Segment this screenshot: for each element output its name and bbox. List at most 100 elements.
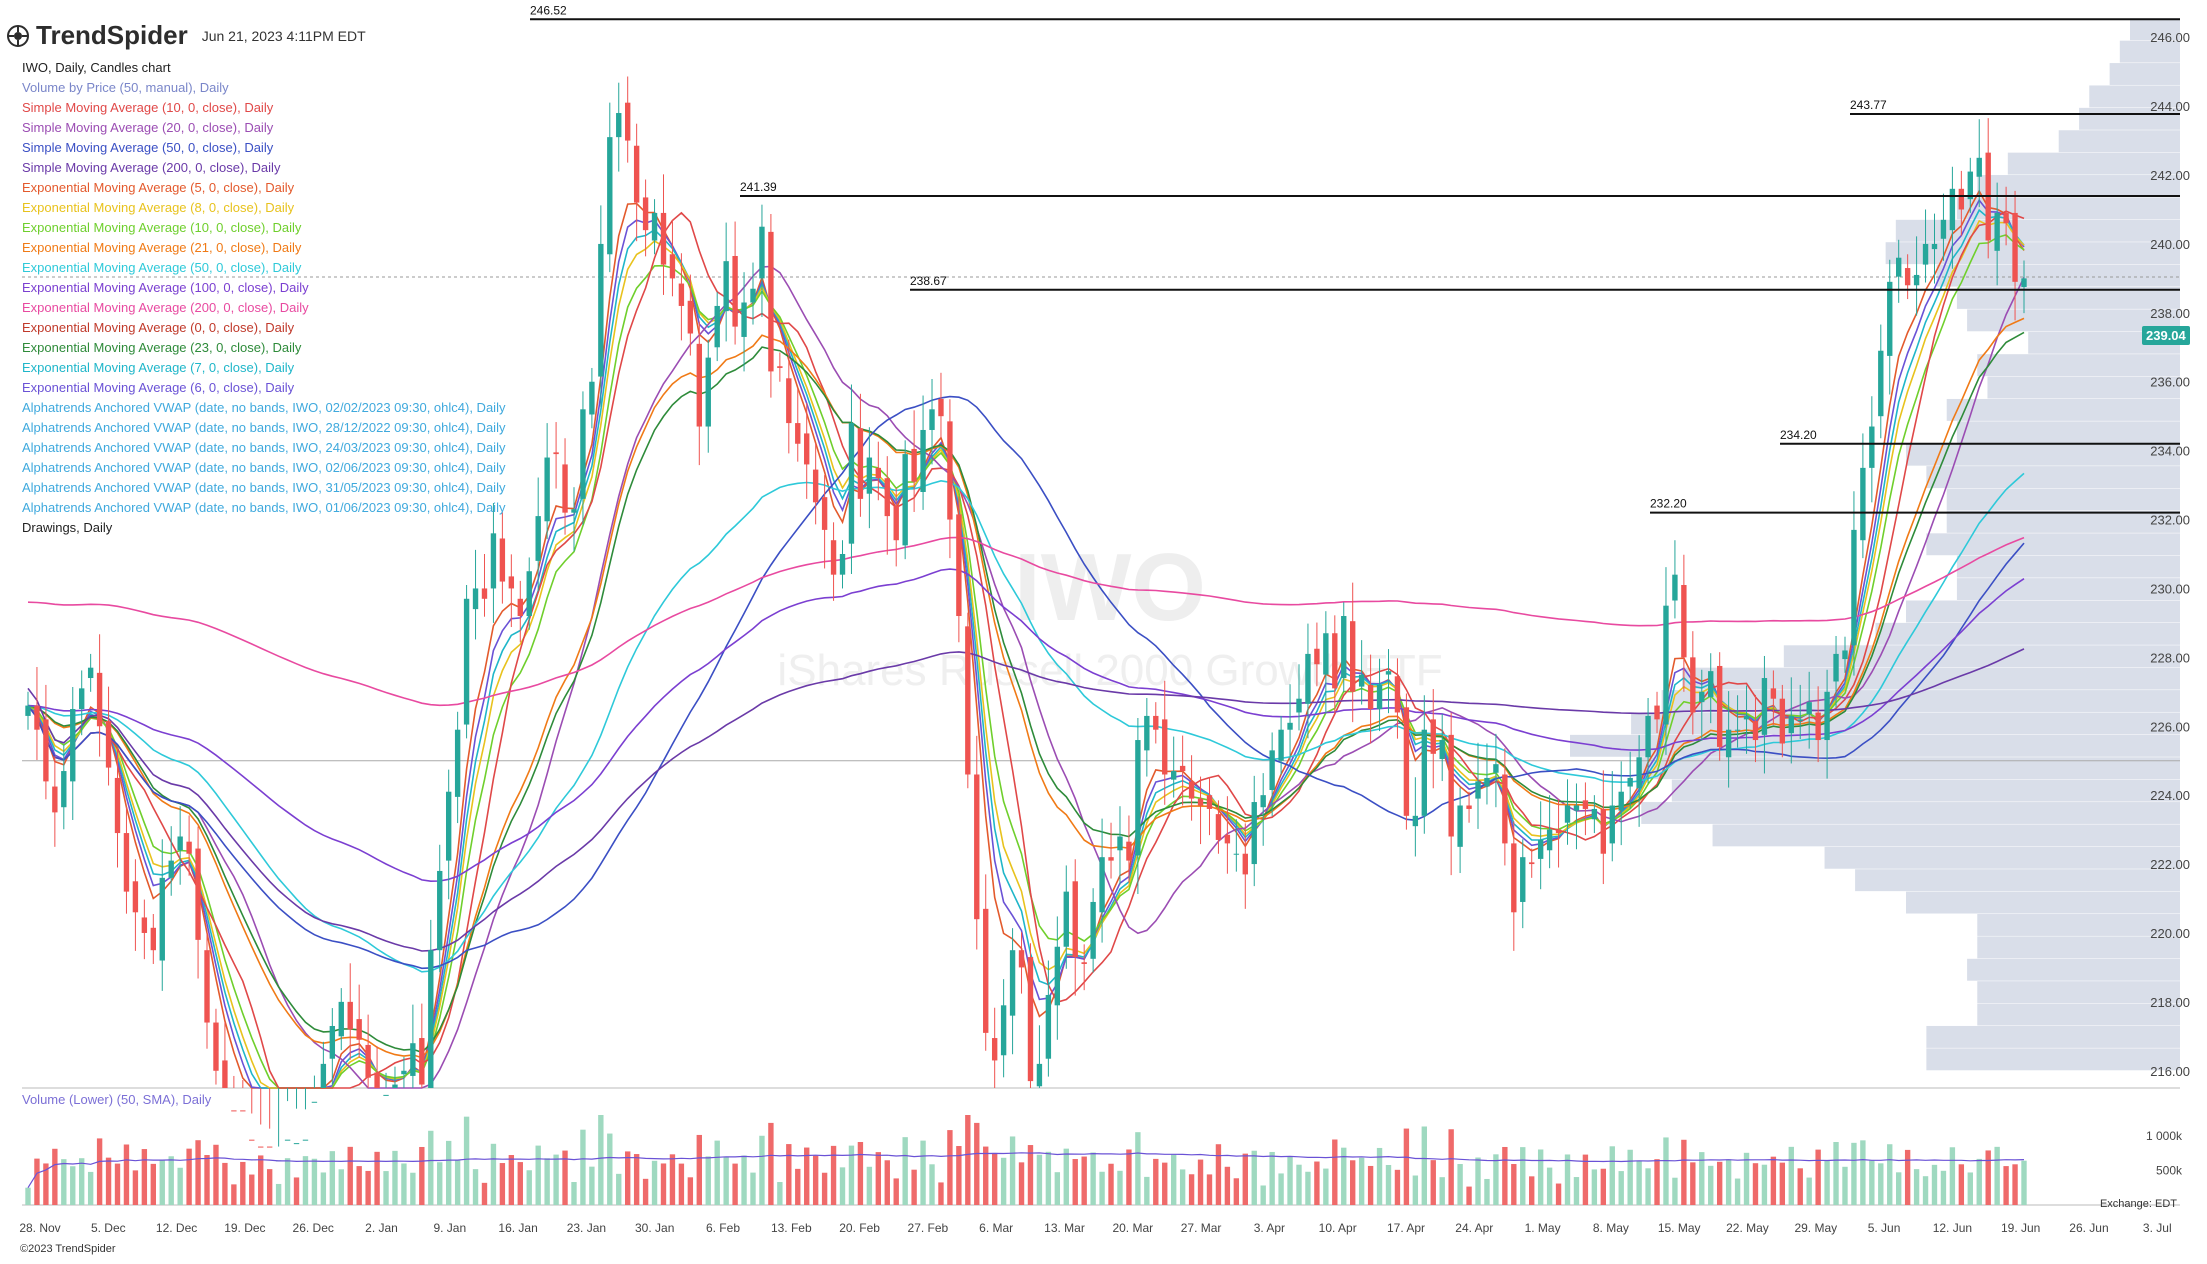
volume-bar <box>598 1115 604 1205</box>
candle-body <box>1600 808 1607 854</box>
candle-body <box>1144 715 1150 751</box>
legend-item[interactable]: Exponential Moving Average (200, 0, clos… <box>22 300 309 315</box>
x-tick-label: 27. Mar <box>1181 1221 1222 1235</box>
legend-item[interactable]: Exponential Moving Average (0, 0, close)… <box>22 320 295 335</box>
vbp-bar <box>1977 936 2180 959</box>
candle-body <box>1287 722 1293 730</box>
candle-body <box>1976 157 1982 177</box>
volume-bar <box>1117 1170 1123 1205</box>
volume-bar <box>1439 1177 1445 1205</box>
legend-item[interactable]: Alphatrends Anchored VWAP (date, no band… <box>22 460 506 475</box>
y-tick-label: 216.00 <box>2150 1064 2190 1079</box>
legend-item[interactable]: Simple Moving Average (200, 0, close), D… <box>22 160 281 175</box>
candle-body <box>1537 839 1544 859</box>
volume-bar <box>804 1147 810 1205</box>
legend-item[interactable]: Exponential Moving Average (21, 0, close… <box>22 240 302 255</box>
legend-item[interactable]: Alphatrends Anchored VWAP (date, no band… <box>22 400 506 415</box>
candle-body <box>1135 740 1141 856</box>
volume-bar <box>222 1162 228 1205</box>
x-tick-label: 30. Jan <box>635 1221 674 1235</box>
legend-item[interactable]: Exponential Moving Average (50, 0, close… <box>22 260 302 275</box>
y-axis-ticks: 246.00 244.00 242.00 240.00 238.00 236.00 234.… <box>2150 30 2190 1079</box>
volume-bar <box>1645 1168 1651 1205</box>
candle-body <box>61 771 67 808</box>
volume-bar <box>911 1169 917 1205</box>
volume-bar <box>329 1151 336 1205</box>
volume-bar <box>231 1184 237 1205</box>
legend-item[interactable]: Exponential Moving Average (23, 0, close… <box>22 340 302 355</box>
volume-bar <box>1851 1142 1857 1205</box>
legend-item[interactable]: Alphatrends Anchored VWAP (date, no band… <box>22 420 506 435</box>
candle-body <box>616 113 622 138</box>
y-tick-label: 224.00 <box>2150 788 2190 803</box>
volume-bar <box>1430 1160 1436 1205</box>
legend-item[interactable]: Alphatrends Anchored VWAP (date, no band… <box>22 440 506 455</box>
candle-body <box>1421 729 1427 816</box>
x-tick-label: 5. Jun <box>1868 1221 1901 1235</box>
legend-item[interactable]: Simple Moving Average (20, 0, close), Da… <box>22 120 274 135</box>
volume-bar <box>1493 1154 1499 1205</box>
candle-body <box>141 917 148 933</box>
candle-body <box>812 469 819 503</box>
volume-bar <box>1144 1176 1150 1205</box>
candle-body <box>249 1139 255 1141</box>
volume-bar <box>696 1134 702 1205</box>
candle-body <box>392 1084 398 1088</box>
volume-bar <box>1367 1165 1374 1205</box>
candle-body <box>1851 529 1857 646</box>
legend-item[interactable]: Alphatrends Anchored VWAP (date, no band… <box>22 480 506 495</box>
x-tick-label: 13. Mar <box>1044 1221 1085 1235</box>
x-tick-label: 16. Jan <box>498 1221 537 1235</box>
candle-body <box>284 1139 291 1141</box>
x-tick-label: 28. Nov <box>19 1221 60 1235</box>
volume-bar <box>70 1166 76 1205</box>
candle-body <box>1582 800 1589 809</box>
legend-item[interactable]: Exponential Moving Average (5, 0, close)… <box>22 180 295 195</box>
legend-item[interactable]: Exponential Moving Average (6, 0, close)… <box>22 380 295 395</box>
volume-bar <box>1797 1168 1803 1205</box>
vbp-bar <box>2130 18 2180 41</box>
candle-body <box>1555 829 1562 834</box>
legend-item[interactable]: Simple Moving Average (50, 0, close), Da… <box>22 140 274 155</box>
candle-body <box>1475 781 1481 799</box>
candle-body <box>132 881 139 913</box>
legend-item[interactable]: Simple Moving Average (10, 0, close), Da… <box>22 100 274 115</box>
candle-body <box>240 1110 246 1112</box>
vbp-bar <box>2089 85 2180 108</box>
legend-item[interactable]: Volume by Price (50, manual), Daily <box>22 80 229 95</box>
candle-body <box>1430 719 1436 754</box>
vbp-bar <box>1671 779 2180 802</box>
candle-body <box>43 719 49 782</box>
candle-body <box>607 137 613 255</box>
volume-bar <box>1913 1169 1920 1205</box>
volume-bar <box>571 1182 577 1205</box>
legend-item[interactable]: Alphatrends Anchored VWAP (date, no band… <box>22 500 506 515</box>
volume-bar <box>508 1155 515 1205</box>
volume-pane-label[interactable]: Volume (Lower) (50, SMA), Daily <box>22 1092 212 1107</box>
candle-body <box>1072 881 1078 958</box>
volume-bar <box>938 1182 944 1205</box>
legend-item[interactable]: Exponential Moving Average (7, 0, close)… <box>22 360 295 375</box>
volume-bar <box>1126 1149 1132 1205</box>
candle-body <box>1350 621 1356 692</box>
legend-item[interactable]: Exponential Moving Average (10, 0, close… <box>22 220 302 235</box>
legend-item[interactable]: Exponential Moving Average (100, 0, clos… <box>22 280 309 295</box>
volume-bar <box>1743 1152 1750 1205</box>
volume-bar <box>481 1182 488 1205</box>
volume-bar <box>535 1145 541 1205</box>
volume-bar <box>1663 1137 1669 1205</box>
legend-item[interactable]: Exponential Moving Average (8, 0, close)… <box>22 200 295 215</box>
vbp-bar <box>1956 287 2180 309</box>
candle-body <box>911 448 917 482</box>
legend-item[interactable]: Drawings, Daily <box>22 520 113 535</box>
volume-bar <box>1135 1132 1141 1205</box>
candle-body <box>258 1146 264 1148</box>
legend-title[interactable]: IWO, Daily, Candles chart <box>22 60 171 75</box>
trendspider-logo[interactable]: TrendSpider <box>6 20 188 51</box>
volume-bar <box>517 1162 523 1205</box>
volume-bar <box>258 1155 264 1205</box>
candle-body <box>633 145 640 203</box>
candle-body <box>902 454 908 546</box>
